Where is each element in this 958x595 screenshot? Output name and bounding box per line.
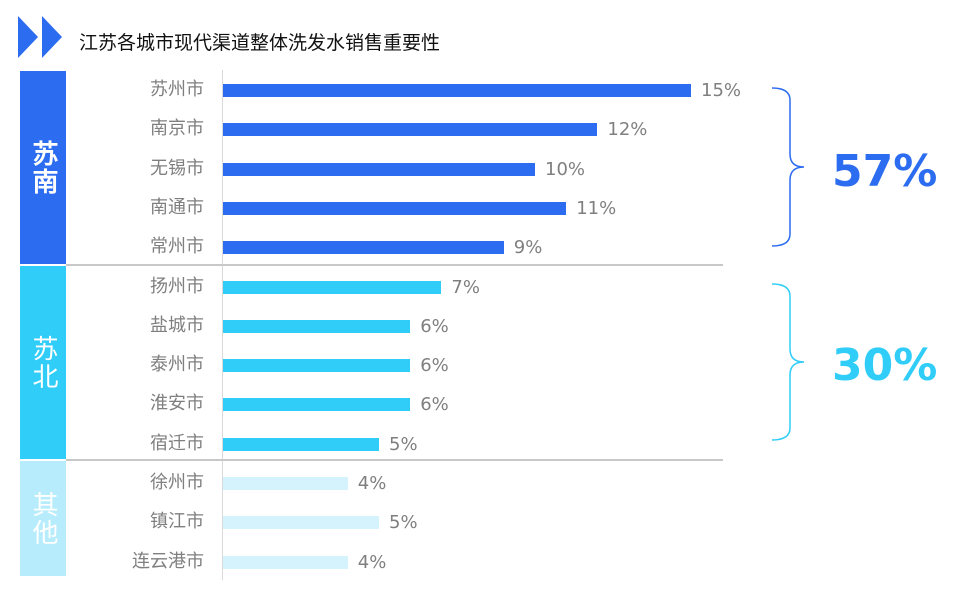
- group-separator: [66, 264, 723, 266]
- data-label: 4%: [357, 473, 387, 494]
- category-label: 宿迁市: [150, 432, 204, 454]
- data-label: 10%: [545, 158, 586, 180]
- bar: [223, 477, 348, 490]
- category-label: 镇江市: [150, 511, 204, 533]
- category-label: 扬州市: [150, 275, 204, 297]
- data-label: 6%: [420, 355, 449, 377]
- bar: [223, 437, 379, 451]
- category-label: 南通市: [150, 196, 204, 218]
- bar: [223, 241, 504, 255]
- bar: [223, 516, 379, 530]
- bar: [223, 123, 598, 137]
- data-label: 4%: [357, 551, 387, 573]
- bar: [223, 398, 411, 412]
- data-label: 15%: [701, 80, 742, 101]
- data-label: 7%: [451, 276, 480, 298]
- bar: [223, 84, 691, 97]
- group-south-label: 苏南: [28, 139, 58, 196]
- category-axis-line: [222, 70, 223, 580]
- category-label: 常州市: [150, 236, 204, 258]
- data-label: 11%: [576, 197, 617, 219]
- data-label: 5%: [389, 512, 418, 534]
- bar: [223, 359, 411, 373]
- brace-south-icon: [771, 87, 805, 247]
- category-label: 无锡市: [150, 157, 204, 179]
- bar: [223, 555, 348, 569]
- bar: [223, 280, 442, 294]
- bar: [223, 162, 535, 176]
- group-north-label: 苏北: [28, 334, 58, 391]
- bar: [223, 319, 411, 333]
- category-label: 南京市: [150, 118, 204, 140]
- category-label: 苏州市: [150, 79, 204, 100]
- data-label: 6%: [420, 315, 449, 337]
- category-label: 泰州市: [150, 354, 204, 376]
- data-label: 12%: [607, 119, 648, 141]
- group-north-block: 苏北: [20, 266, 66, 459]
- brace-north-icon: [771, 283, 805, 441]
- group-other-block: 其他: [20, 461, 66, 576]
- data-label: 5%: [389, 433, 418, 455]
- data-label: 6%: [420, 394, 449, 416]
- category-label: 淮安市: [150, 393, 204, 415]
- group-south-total: 57%: [832, 146, 938, 197]
- group-other-label: 其他: [28, 490, 58, 547]
- group-separator: [66, 459, 723, 461]
- category-label: 徐州市: [150, 472, 204, 493]
- group-north-total: 30%: [832, 340, 938, 391]
- category-label: 连云港市: [132, 550, 204, 572]
- group-south-block: 苏南: [20, 71, 66, 264]
- chart-title: 江苏各城市现代渠道整体洗发水销售重要性: [79, 32, 441, 54]
- data-label: 9%: [513, 237, 543, 259]
- double-arrow-icon: [18, 16, 62, 58]
- category-label: 盐城市: [150, 314, 204, 336]
- bar: [223, 201, 567, 215]
